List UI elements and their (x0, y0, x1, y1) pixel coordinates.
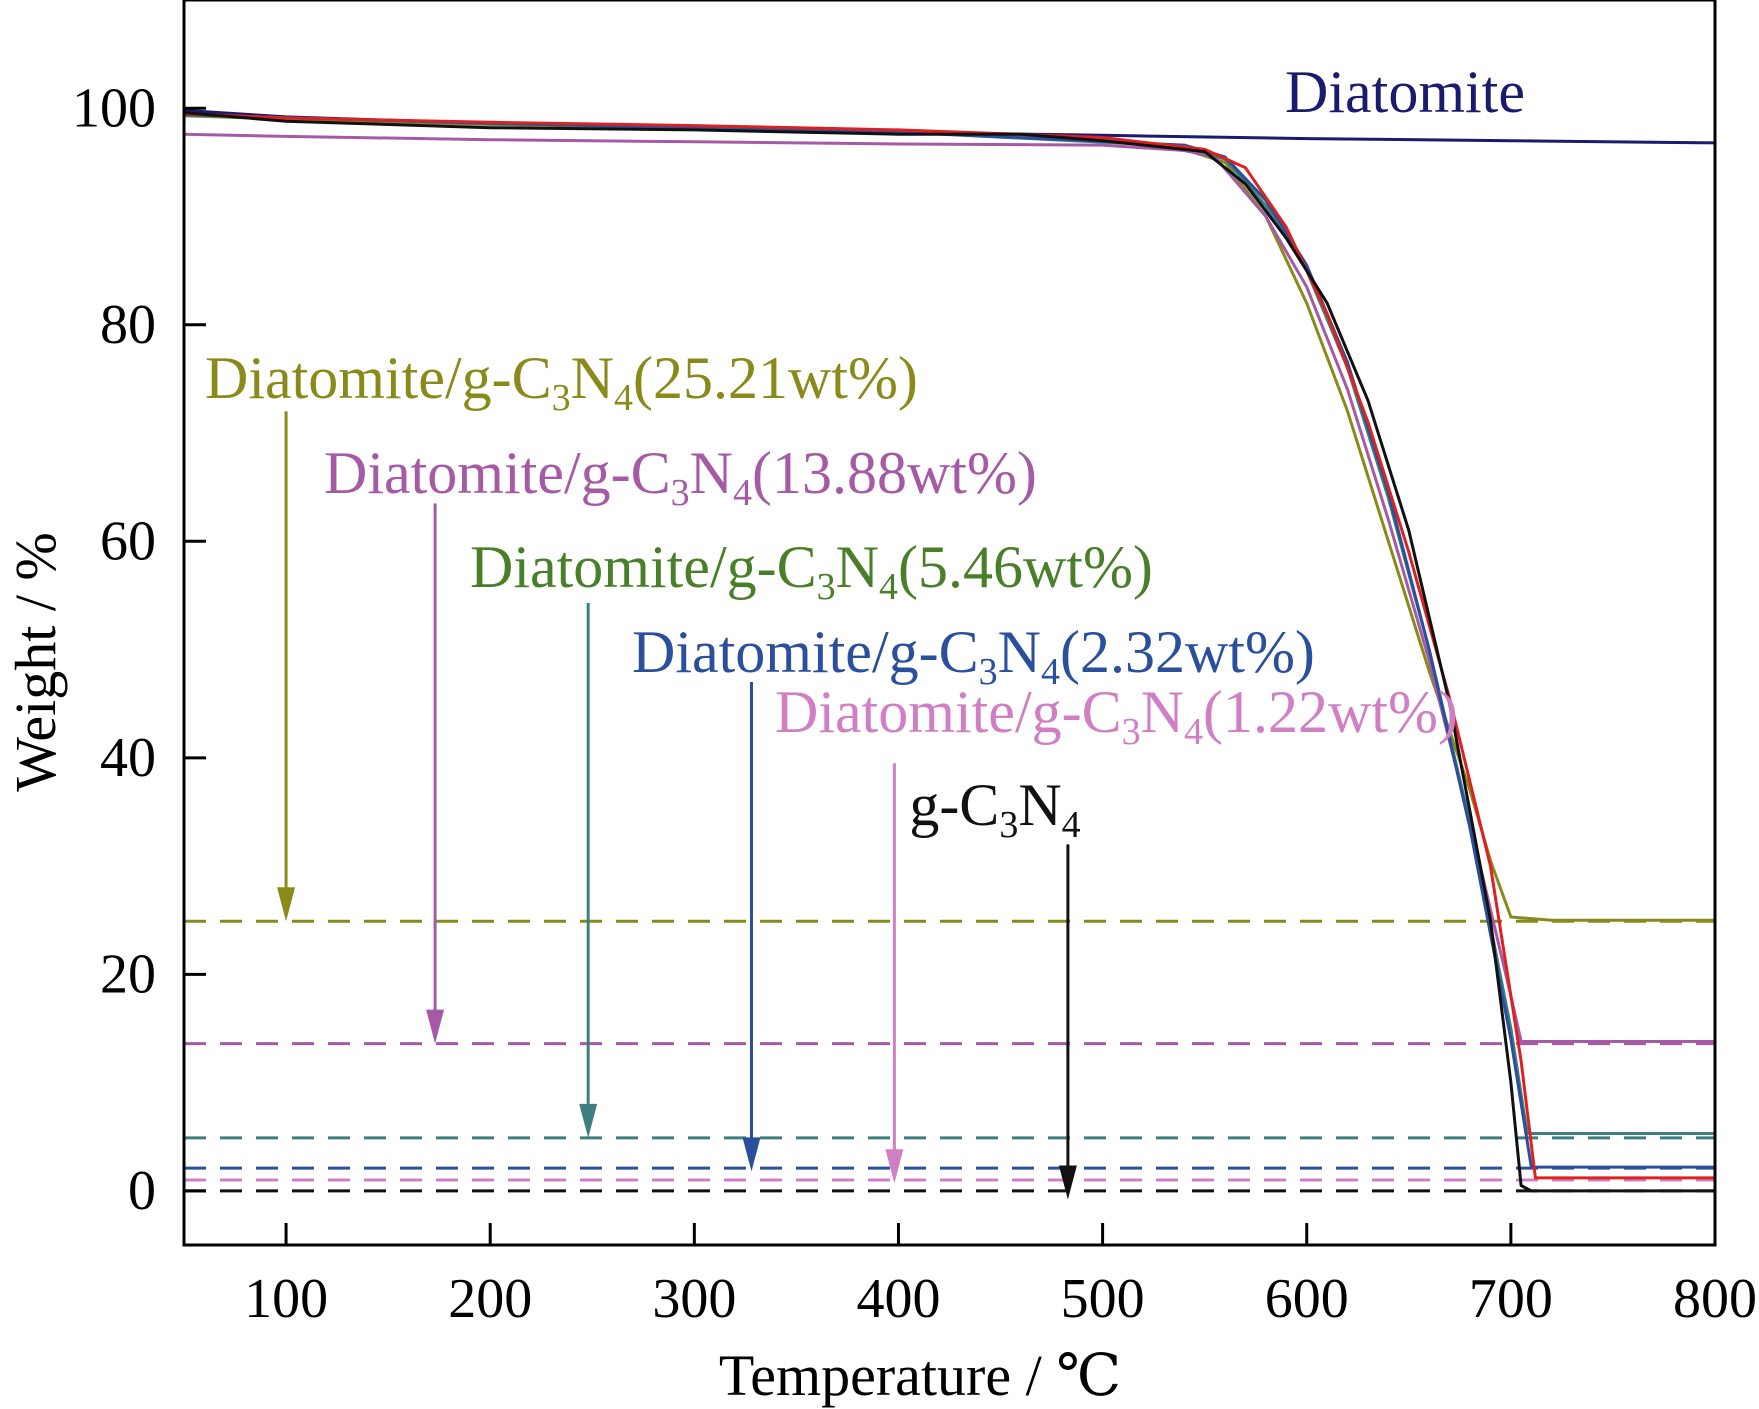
annotation-wt5: Diatomite/g-C3N4(5.46wt%) (470, 534, 1153, 608)
y-tick-label-60: 60 (100, 510, 156, 572)
annotation-wt2: Diatomite/g-C3N4(2.32wt%) (632, 619, 1315, 693)
annotation-wt25: Diatomite/g-C3N4(25.21wt%) (205, 345, 918, 419)
reference-lines (184, 919, 1715, 1193)
y-tick-label-100: 100 (72, 77, 156, 139)
y-axis-label: Weight / % (3, 532, 68, 792)
y-axis-ticks: 0 20 40 60 80 100 (72, 77, 206, 1222)
annotation-diatomite: Diatomite (1285, 59, 1525, 125)
plot-frame (182, 0, 1717, 1247)
y-tick-label-20: 20 (100, 943, 156, 1005)
series-annotations: Diatomite Diatomite/g-C3N4(25.21wt%) Diato… (205, 59, 1525, 846)
arrow-head-wt5 (579, 1103, 598, 1138)
x-tick-label-100: 100 (244, 1268, 328, 1330)
y-tick-label-40: 40 (100, 727, 156, 789)
x-axis-label: Temperature / ℃ (719, 1343, 1121, 1408)
series-lines (184, 108, 1715, 1193)
arrow-head-wt1 (885, 1149, 904, 1184)
annotation-arrows (277, 411, 1077, 1200)
annotation-wt1: Diatomite/g-C3N4(1.22wt%) (775, 679, 1458, 753)
x-tick-label-300: 300 (652, 1268, 736, 1330)
annotation-wt13: Diatomite/g-C3N4(13.88wt%) (324, 440, 1037, 514)
series-line-g-c3n4 (184, 111, 1715, 1193)
series-line-diatomite-g-c3n4-1-22wt (184, 112, 1715, 1180)
annotation-gcn: g-C3N4 (909, 772, 1080, 846)
arrow-head-gcn (1058, 1165, 1077, 1200)
x-tick-label-700: 700 (1469, 1268, 1553, 1330)
x-tick-label-200: 200 (448, 1268, 532, 1330)
y-tick-label-0: 0 (128, 1160, 156, 1222)
x-tick-label-800: 800 (1673, 1268, 1757, 1330)
x-tick-label-400: 400 (856, 1268, 940, 1330)
x-tick-label-600: 600 (1265, 1268, 1349, 1330)
y-tick-label-80: 80 (100, 294, 156, 356)
arrow-head-wt25 (277, 887, 296, 922)
x-tick-label-500: 500 (1061, 1268, 1145, 1330)
arrow-head-wt13 (426, 1009, 445, 1044)
arrow-head-wt2 (742, 1137, 761, 1172)
x-axis-ticks: 100 200 300 400 500 600 700 800 (244, 1223, 1757, 1330)
